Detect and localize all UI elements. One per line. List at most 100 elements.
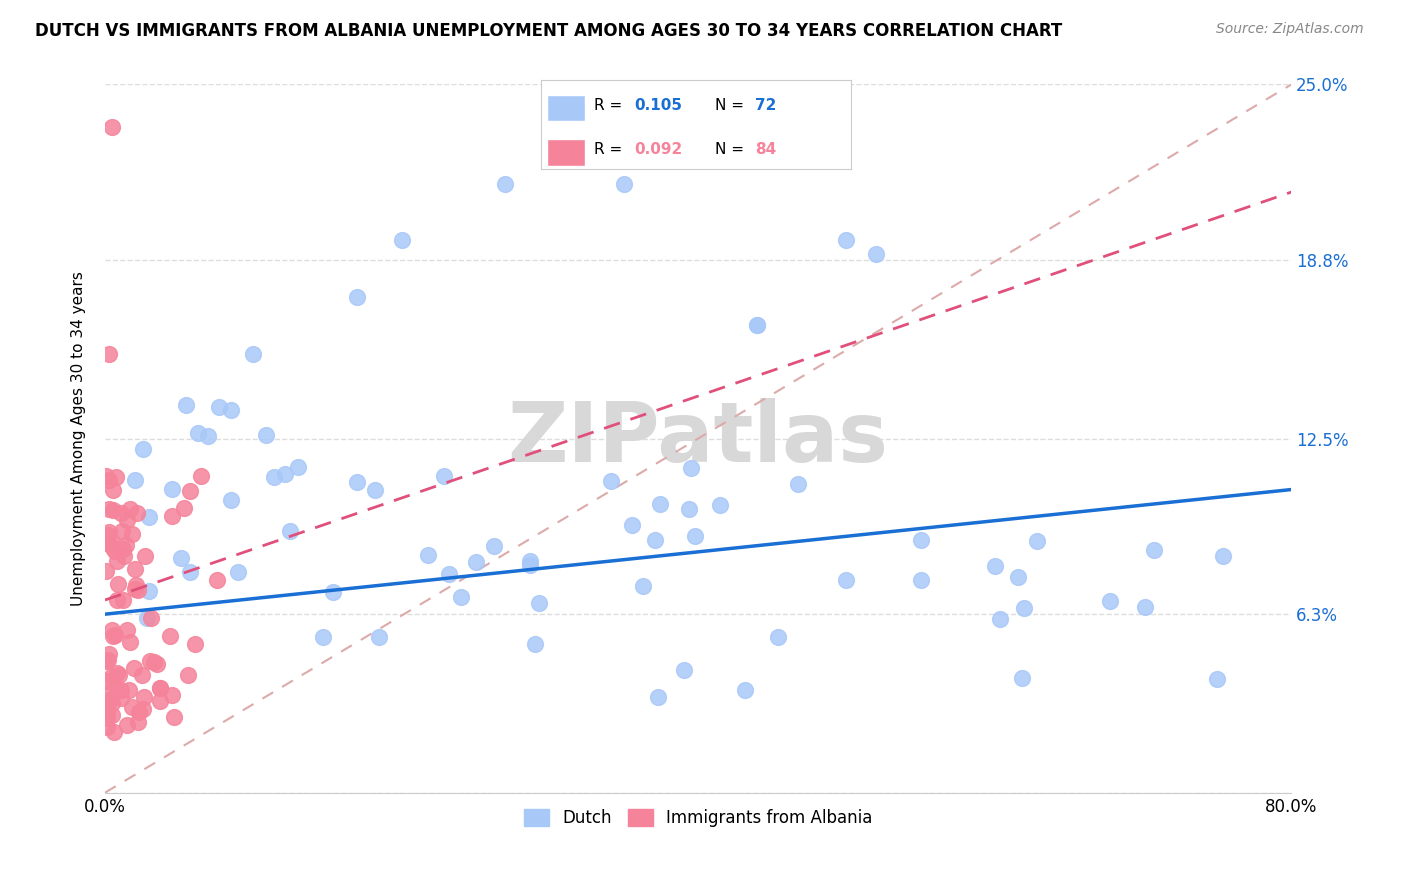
Dutch bbox=[681, 461, 703, 475]
Immigrants from Albania bbox=[101, 483, 124, 498]
Dutch bbox=[747, 318, 769, 333]
Dutch bbox=[835, 233, 858, 247]
Dutch bbox=[170, 551, 193, 566]
Dutch bbox=[160, 483, 183, 497]
Bar bbox=[547, 95, 585, 121]
Dutch bbox=[650, 497, 672, 511]
Immigrants from Albania bbox=[173, 501, 195, 516]
Dutch bbox=[263, 470, 285, 484]
Dutch bbox=[132, 442, 155, 456]
Dutch bbox=[219, 403, 242, 417]
Dutch bbox=[620, 517, 643, 532]
Immigrants from Albania bbox=[96, 706, 118, 721]
Immigrants from Albania bbox=[101, 535, 124, 549]
Text: R =: R = bbox=[593, 143, 627, 157]
Immigrants from Albania bbox=[128, 705, 150, 719]
Dutch bbox=[242, 346, 264, 360]
Immigrants from Albania bbox=[122, 660, 145, 674]
Immigrants from Albania bbox=[107, 577, 129, 591]
Dutch bbox=[346, 290, 368, 304]
Immigrants from Albania bbox=[120, 501, 142, 516]
Dutch bbox=[523, 637, 546, 651]
Immigrants from Albania bbox=[124, 582, 146, 596]
Dutch bbox=[1012, 601, 1035, 615]
Dutch bbox=[647, 690, 669, 705]
Immigrants from Albania bbox=[111, 542, 134, 557]
Immigrants from Albania bbox=[121, 699, 143, 714]
Text: 84: 84 bbox=[755, 143, 776, 157]
Immigrants from Albania bbox=[101, 503, 124, 517]
Immigrants from Albania bbox=[160, 509, 183, 524]
Dutch bbox=[613, 177, 636, 191]
Immigrants from Albania bbox=[131, 668, 153, 682]
Immigrants from Albania bbox=[160, 688, 183, 702]
Text: N =: N = bbox=[714, 98, 748, 112]
Immigrants from Albania bbox=[105, 593, 128, 607]
Dutch bbox=[1206, 673, 1229, 687]
Immigrants from Albania bbox=[163, 710, 186, 724]
Dutch bbox=[484, 539, 506, 553]
Dutch bbox=[433, 469, 456, 483]
Immigrants from Albania bbox=[96, 654, 118, 668]
Immigrants from Albania bbox=[127, 583, 149, 598]
Dutch bbox=[527, 596, 550, 610]
Immigrants from Albania bbox=[105, 470, 128, 484]
Immigrants from Albania bbox=[105, 666, 128, 681]
Immigrants from Albania bbox=[134, 549, 156, 563]
Text: Source: ZipAtlas.com: Source: ZipAtlas.com bbox=[1216, 22, 1364, 37]
Immigrants from Albania bbox=[190, 468, 212, 483]
Immigrants from Albania bbox=[110, 682, 132, 697]
Immigrants from Albania bbox=[101, 707, 124, 722]
Dutch bbox=[1133, 599, 1156, 614]
Dutch bbox=[274, 467, 297, 481]
Text: 72: 72 bbox=[755, 98, 776, 112]
Dutch bbox=[208, 401, 231, 415]
Dutch bbox=[1026, 534, 1049, 549]
Dutch bbox=[1098, 593, 1121, 607]
Text: ZIPatlas: ZIPatlas bbox=[508, 398, 889, 479]
Immigrants from Albania bbox=[97, 501, 120, 516]
Dutch bbox=[176, 398, 198, 412]
Immigrants from Albania bbox=[97, 537, 120, 551]
Dutch bbox=[124, 473, 146, 487]
Dutch bbox=[1011, 671, 1033, 685]
Dutch bbox=[179, 566, 201, 580]
Dutch bbox=[766, 630, 789, 644]
Immigrants from Albania bbox=[101, 624, 124, 638]
Dutch bbox=[910, 533, 932, 547]
Dutch bbox=[709, 498, 731, 512]
Dutch bbox=[747, 318, 769, 333]
Immigrants from Albania bbox=[112, 592, 135, 607]
Immigrants from Albania bbox=[96, 674, 118, 689]
Dutch bbox=[673, 663, 696, 677]
Immigrants from Albania bbox=[177, 668, 200, 682]
Immigrants from Albania bbox=[124, 561, 146, 575]
Immigrants from Albania bbox=[98, 346, 121, 360]
Immigrants from Albania bbox=[101, 696, 124, 710]
Dutch bbox=[254, 427, 277, 442]
Immigrants from Albania bbox=[115, 623, 138, 637]
Dutch bbox=[138, 510, 160, 524]
Dutch bbox=[519, 554, 541, 568]
Y-axis label: Unemployment Among Ages 30 to 34 years: Unemployment Among Ages 30 to 34 years bbox=[72, 271, 86, 606]
Dutch bbox=[599, 475, 621, 489]
Dutch bbox=[278, 524, 301, 538]
Dutch bbox=[685, 528, 707, 542]
Immigrants from Albania bbox=[110, 506, 132, 520]
Immigrants from Albania bbox=[138, 654, 160, 668]
Text: R =: R = bbox=[593, 98, 627, 112]
Dutch bbox=[364, 483, 387, 498]
Immigrants from Albania bbox=[121, 527, 143, 541]
Immigrants from Albania bbox=[134, 690, 156, 704]
Immigrants from Albania bbox=[125, 578, 148, 592]
Dutch bbox=[187, 425, 209, 440]
Immigrants from Albania bbox=[111, 524, 134, 539]
Immigrants from Albania bbox=[107, 554, 129, 568]
Immigrants from Albania bbox=[132, 702, 155, 716]
Immigrants from Albania bbox=[159, 629, 181, 643]
Immigrants from Albania bbox=[96, 565, 118, 579]
Dutch bbox=[138, 584, 160, 599]
Immigrants from Albania bbox=[97, 653, 120, 667]
Dutch bbox=[1143, 543, 1166, 558]
Immigrants from Albania bbox=[142, 655, 165, 669]
